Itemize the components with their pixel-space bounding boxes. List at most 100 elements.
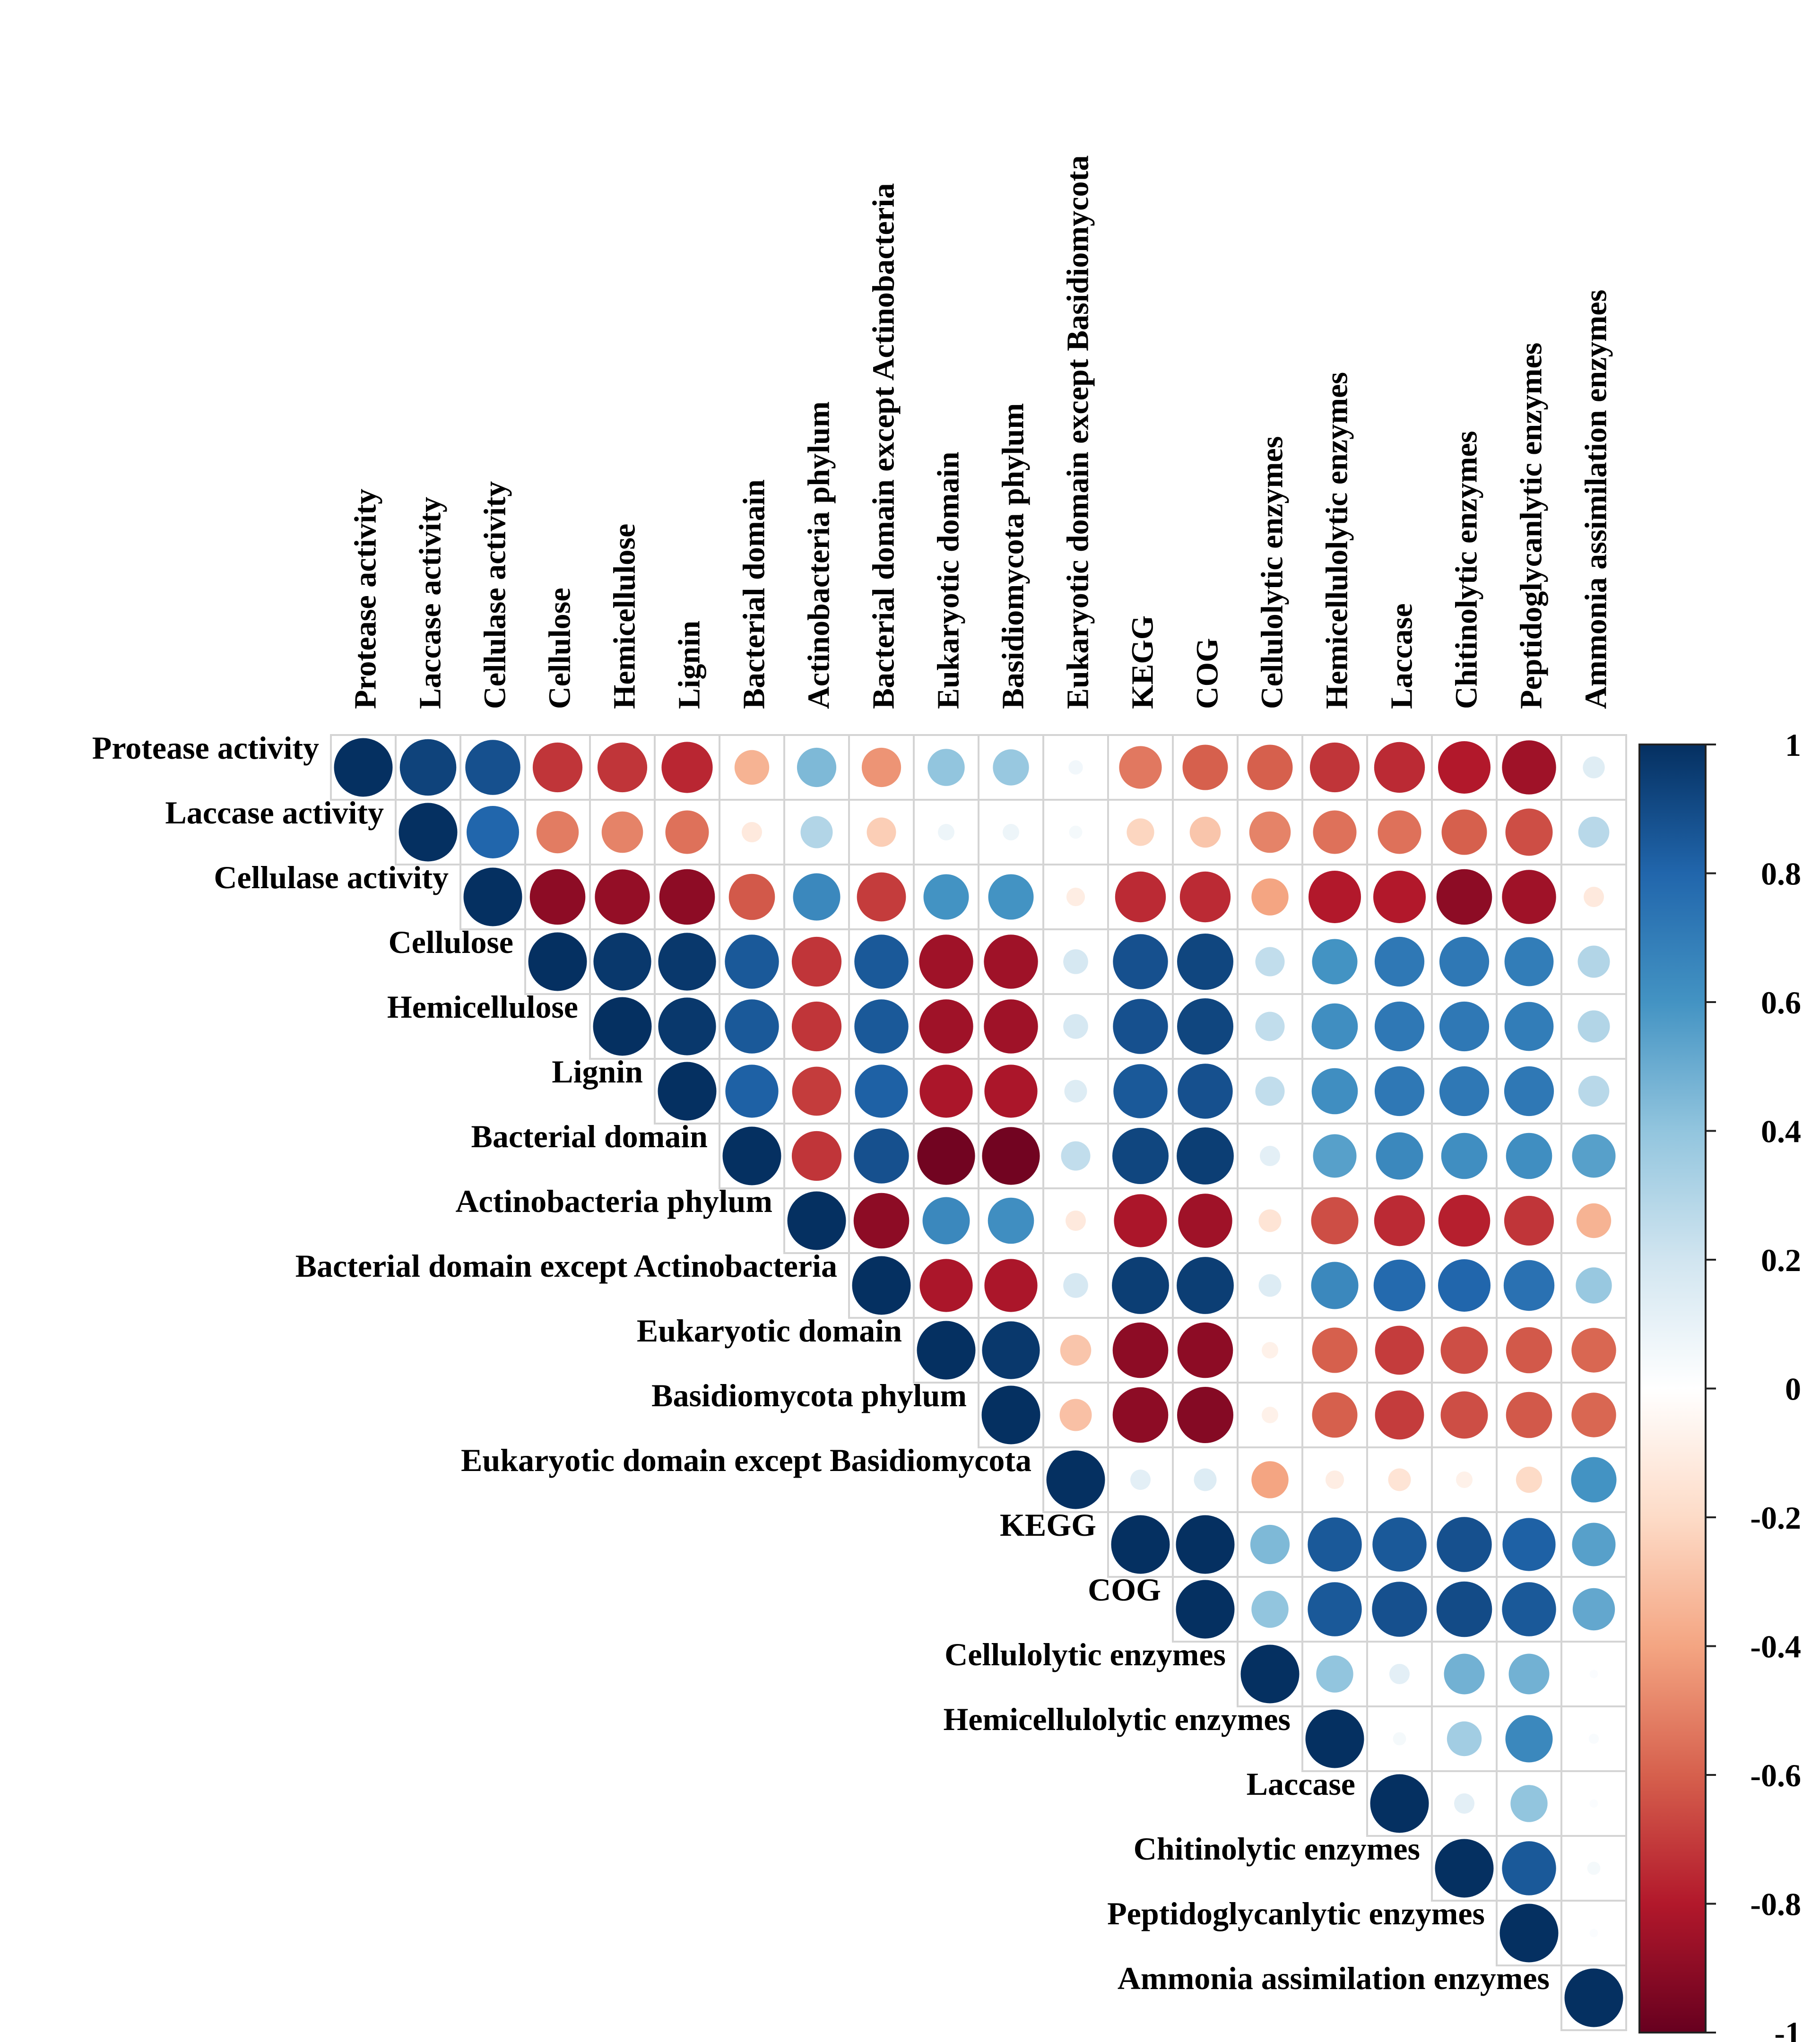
corr-circle-bacterial-domain-vs-ammonia-assimilation-enzymes	[1572, 1134, 1616, 1178]
corr-circle-cellulase-activity-vs-peptidoglycanlytic-enzymes	[1502, 870, 1556, 924]
corr-circle-chitinolytic-enzymes-vs-ammonia-assimilation-enzymes	[1587, 1861, 1601, 1875]
corr-circle-hemicellulose-vs-lignin	[658, 997, 716, 1056]
corr-circle-cellulose-vs-cellulose	[528, 932, 587, 991]
corr-circle-lignin-vs-bacterial-domain	[725, 1064, 779, 1118]
row-label-ammonia-assimilation-enzymes: Ammonia assimilation enzymes	[1118, 1960, 1550, 1996]
corr-circle-laccase-vs-peptidoglycanlytic-enzymes	[1510, 1785, 1548, 1822]
corr-circle-protease-activity-vs-cellulase-activity	[465, 740, 520, 795]
corr-circle-laccase-vs-ammonia-assimilation-enzymes	[1589, 1799, 1598, 1808]
corr-circle-hemicellulose-vs-kegg	[1113, 999, 1168, 1054]
column-label-protease-activity: Protease activity	[348, 489, 383, 709]
corr-circle-peptidoglycanlytic-enzymes-vs-ammonia-assimilation-enzymes	[1589, 1929, 1598, 1938]
corr-circle-bacterial-domain-except-actinobacteria-vs-bacterial-domain-except-actinobacteria	[852, 1256, 911, 1315]
corr-circle-bacterial-domain-except-actinobacteria-vs-peptidoglycanlytic-enzymes	[1503, 1260, 1555, 1311]
corr-circle-cellulase-activity-vs-cellulolytic-enzymes	[1251, 878, 1289, 916]
corr-circle-laccase-activity-vs-bacterial-domain	[742, 822, 762, 842]
corr-circle-lignin-vs-basidiomycota-phylum	[984, 1064, 1038, 1118]
corr-circle-bacterial-domain-vs-kegg	[1112, 1128, 1169, 1184]
corr-circle-cellulolytic-enzymes-vs-chitinolytic-enzymes	[1444, 1653, 1485, 1695]
corr-circle-protease-activity-vs-hemicellulose	[597, 742, 648, 793]
corr-circle-eukaryotic-domain-vs-ammonia-assimilation-enzymes	[1571, 1328, 1616, 1373]
corr-circle-hemicellulolytic-enzymes-vs-peptidoglycanlytic-enzymes	[1505, 1715, 1553, 1763]
corr-circle-actinobacteria-phylum-vs-chitinolytic-enzymes	[1438, 1194, 1491, 1247]
corr-circle-bacterial-domain-except-actinobacteria-vs-laccase	[1373, 1259, 1426, 1312]
row-label-cellulose: Cellulose	[389, 924, 513, 960]
corr-circle-laccase-activity-vs-cog	[1189, 816, 1221, 848]
corr-circle-cellulase-activity-vs-cog	[1179, 871, 1231, 923]
corr-circle-cellulose-vs-ammonia-assimilation-enzymes	[1577, 945, 1610, 978]
corr-circle-kegg-vs-peptidoglycanlytic-enzymes	[1502, 1518, 1556, 1571]
row-label-kegg: KEGG	[1000, 1507, 1096, 1543]
colorbar-tick-label: 0	[1785, 1371, 1801, 1407]
corr-circle-actinobacteria-phylum-vs-cog	[1178, 1194, 1232, 1248]
colorbar-tick-label: 0.6	[1761, 985, 1801, 1021]
row-label-cog: COG	[1088, 1572, 1161, 1608]
corr-circle-cellulase-activity-vs-chitinolytic-enzymes	[1436, 869, 1492, 925]
corr-circle-cellulose-vs-eukaryotic-domain-except-basidiomycota	[1063, 949, 1088, 974]
corr-circle-cellulose-vs-eukaryotic-domain	[919, 934, 973, 989]
column-labels: Protease activity Laccase activity Cellula…	[348, 156, 1613, 709]
corr-circle-eukaryotic-domain-vs-basidiomycota-phylum	[982, 1321, 1040, 1379]
corr-circle-protease-activity-vs-bacterial-domain-except-actinobacteria	[861, 747, 901, 787]
corr-circle-bacterial-domain-vs-bacterial-domain	[722, 1126, 781, 1185]
corr-circle-actinobacteria-phylum-vs-kegg	[1114, 1194, 1167, 1247]
cell-grid	[330, 734, 1627, 2031]
corr-circle-cellulase-activity-vs-laccase	[1373, 871, 1426, 923]
corr-circle-bacterial-domain-vs-bacterial-domain-except-actinobacteria	[854, 1128, 909, 1184]
correlation-circles	[334, 738, 1623, 2027]
corr-circle-protease-activity-vs-laccase	[1374, 742, 1425, 793]
corr-circle-bacterial-domain-vs-actinobacteria-phylum	[791, 1131, 842, 1181]
corr-circle-cellulase-activity-vs-ammonia-assimilation-enzymes	[1584, 887, 1604, 907]
corr-circle-protease-activity-vs-cog	[1182, 744, 1228, 790]
corr-circle-protease-activity-vs-lignin	[661, 742, 713, 793]
corr-circle-hemicellulose-vs-hemicellulolytic-enzymes	[1311, 1003, 1358, 1050]
corr-circle-lignin-vs-eukaryotic-domain-except-basidiomycota	[1064, 1080, 1087, 1103]
corr-circle-actinobacteria-phylum-vs-eukaryotic-domain	[922, 1197, 970, 1245]
corr-circle-cog-vs-cog	[1176, 1580, 1235, 1639]
column-label-cellulase-activity: Cellulase activity	[478, 481, 512, 709]
corr-circle-basidiomycota-phylum-vs-kegg	[1112, 1387, 1169, 1443]
corr-circle-eukaryotic-domain-vs-chitinolytic-enzymes	[1440, 1326, 1488, 1374]
colorbar-gradient	[1638, 744, 1707, 2033]
corr-circle-laccase-vs-laccase	[1370, 1774, 1429, 1833]
corr-circle-bacterial-domain-except-actinobacteria-vs-cog	[1177, 1257, 1234, 1314]
corr-circle-cog-vs-peptidoglycanlytic-enzymes	[1502, 1582, 1556, 1636]
corr-circle-bacterial-domain-except-actinobacteria-vs-ammonia-assimilation-enzymes	[1576, 1267, 1612, 1304]
corr-circle-cellulase-activity-vs-cellulase-activity	[463, 867, 522, 926]
colorbar-tick-label: 0.8	[1761, 856, 1801, 892]
row-label-hemicellulose: Hemicellulose	[387, 989, 578, 1025]
corr-circle-eukaryotic-domain-except-basidiomycota-vs-kegg	[1130, 1470, 1151, 1490]
row-label-protease-activity: Protease activity	[92, 730, 319, 766]
corr-circle-hemicellulose-vs-actinobacteria-phylum	[791, 1001, 842, 1052]
corr-circle-cog-vs-chitinolytic-enzymes	[1436, 1581, 1492, 1637]
corr-circle-cog-vs-ammonia-assimilation-enzymes	[1572, 1588, 1615, 1631]
corr-circle-protease-activity-vs-actinobacteria-phylum	[797, 747, 837, 787]
corr-circle-bacterial-domain-vs-chitinolytic-enzymes	[1441, 1133, 1488, 1179]
corr-circle-peptidoglycanlytic-enzymes-vs-peptidoglycanlytic-enzymes	[1499, 1904, 1559, 1963]
corr-circle-bacterial-domain-except-actinobacteria-vs-chitinolytic-enzymes	[1438, 1259, 1491, 1312]
corr-circle-cellulose-vs-basidiomycota-phylum	[984, 934, 1038, 989]
corr-circle-bacterial-domain-except-actinobacteria-vs-kegg	[1112, 1257, 1169, 1314]
corr-circle-lignin-vs-chitinolytic-enzymes	[1439, 1066, 1490, 1116]
column-label-cog: COG	[1190, 638, 1225, 709]
column-label-kegg: KEGG	[1126, 615, 1160, 709]
corr-circle-bacterial-domain-except-actinobacteria-vs-hemicellulolytic-enzymes	[1311, 1262, 1359, 1309]
corr-circle-laccase-activity-vs-hemicellulose	[601, 811, 643, 853]
corr-circle-hemicellulolytic-enzymes-vs-ammonia-assimilation-enzymes	[1588, 1733, 1599, 1744]
corr-circle-laccase-activity-vs-actinobacteria-phylum	[800, 816, 833, 848]
row-label-bacterial-domain-except-actinobacteria: Bacterial domain except Actinobacteria	[295, 1248, 837, 1284]
column-label-bacterial-domain: Bacterial domain	[737, 479, 771, 709]
corr-circle-protease-activity-vs-eukaryotic-domain	[927, 749, 965, 786]
corr-circle-laccase-activity-vs-basidiomycota-phylum	[1003, 824, 1019, 840]
grid-cell	[1560, 993, 1627, 1060]
corr-circle-hemicellulose-vs-cellulolytic-enzymes	[1255, 1012, 1285, 1041]
colorbar-tick-label: -0.4	[1750, 1629, 1801, 1665]
column-label-hemicellulose: Hemicellulose	[607, 524, 642, 709]
corr-circle-eukaryotic-domain-except-basidiomycota-vs-eukaryotic-domain-except-basidiomycota	[1046, 1450, 1105, 1509]
corr-circle-hemicellulose-vs-chitinolytic-enzymes	[1439, 1001, 1490, 1052]
corr-circle-cellulolytic-enzymes-vs-peptidoglycanlytic-enzymes	[1508, 1653, 1550, 1695]
row-label-bacterial-domain: Bacterial domain	[471, 1118, 708, 1154]
corr-circle-protease-activity-vs-bacterial-domain	[734, 750, 770, 785]
corr-circle-bacterial-domain-vs-cog	[1177, 1127, 1234, 1185]
colorbar-tick-label: -0.2	[1750, 1500, 1801, 1536]
